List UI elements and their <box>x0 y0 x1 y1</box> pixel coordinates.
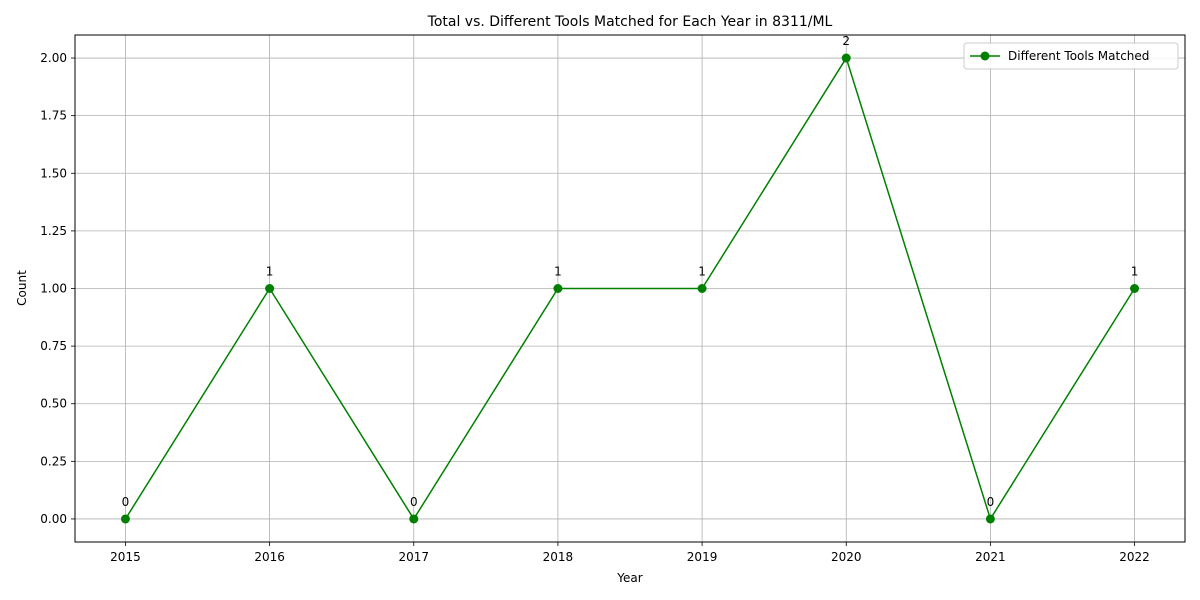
data-label: 1 <box>698 265 706 279</box>
data-label: 0 <box>987 495 995 509</box>
y-axis-title: Count <box>15 270 29 306</box>
data-label: 1 <box>1131 265 1139 279</box>
y-tick-label: 0.25 <box>40 454 67 468</box>
series-layer <box>120 53 1140 524</box>
data-label: 2 <box>842 34 850 48</box>
data-label: 0 <box>410 495 418 509</box>
axes: 2015 2016 2017 2018 2019 2020 2021 2022 0.00 0.25… <box>40 34 1186 564</box>
data-point <box>985 514 995 524</box>
chart-title: Total vs. Different Tools Matched for Ea… <box>427 14 833 30</box>
data-point <box>265 284 275 293</box>
y-tick-label: 0.75 <box>40 339 67 353</box>
x-tick-label: 2020 <box>831 550 862 564</box>
data-labels: 0 1 0 1 1 2 0 1 <box>122 34 1139 509</box>
y-tick-label: 0.50 <box>40 397 67 411</box>
data-label: 1 <box>266 265 274 279</box>
data-point <box>841 53 851 63</box>
y-tick-label: 1.00 <box>40 282 67 296</box>
x-tick-label: 2017 <box>398 550 429 564</box>
legend-marker-swatch <box>980 51 990 61</box>
x-tick-label: 2019 <box>687 550 718 564</box>
data-point <box>409 514 419 524</box>
y-tick-label: 1.75 <box>40 109 67 123</box>
data-point <box>1130 284 1140 293</box>
data-label: 1 <box>554 265 562 279</box>
x-axis-title: Year <box>616 571 642 585</box>
y-tick-label: 1.50 <box>40 166 67 180</box>
y-tick-label: 1.25 <box>40 224 67 238</box>
legend-label: Different Tools Matched <box>1008 49 1149 63</box>
series-line <box>124 56 1136 521</box>
y-tick-label: 2.00 <box>40 51 67 65</box>
plot-frame <box>74 34 1186 543</box>
legend: Different Tools Matched <box>963 42 1179 70</box>
x-tick-label: 2015 <box>110 550 141 564</box>
x-tick-label: 2022 <box>1119 550 1150 564</box>
data-point <box>120 514 130 524</box>
x-tick-label: 2021 <box>975 550 1006 564</box>
legend-box <box>963 42 1179 70</box>
y-tick-label: 0.00 <box>40 512 67 526</box>
data-point <box>697 284 707 293</box>
x-tick-label: 2016 <box>254 550 285 564</box>
data-point <box>553 284 563 293</box>
data-label: 0 <box>122 495 130 509</box>
x-tick-label: 2018 <box>543 550 574 564</box>
